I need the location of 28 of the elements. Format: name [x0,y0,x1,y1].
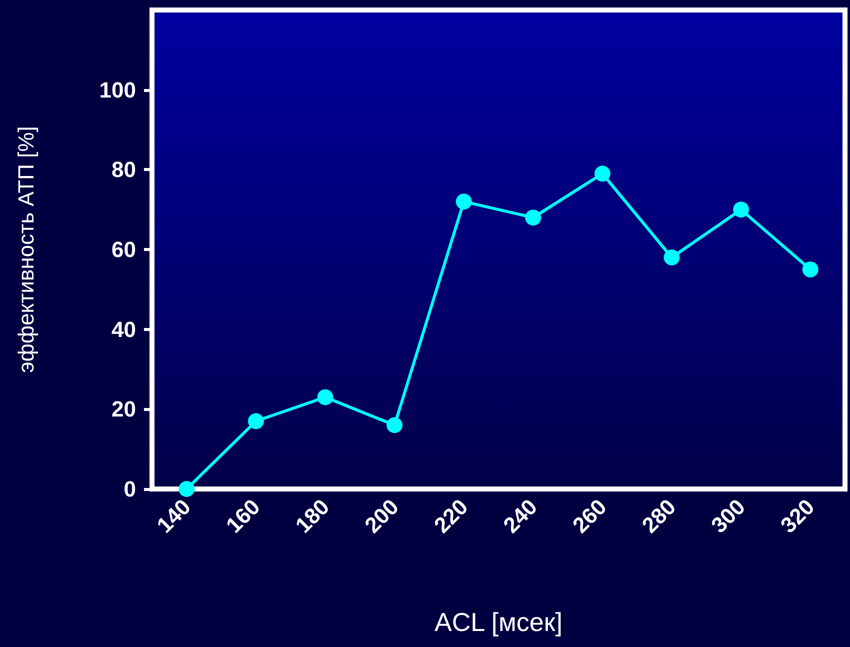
x-tick-label: 140 [152,494,196,538]
y-tick-label: 80 [112,157,136,182]
x-tick-label: 200 [360,494,404,538]
point [594,166,610,182]
point [664,249,680,266]
point [802,261,818,278]
x-tick-label: 160 [221,494,265,538]
point [317,389,334,406]
point [248,413,264,430]
y-tick-label: 100 [99,77,136,102]
x-tick-label: 240 [498,494,542,538]
point [525,210,542,226]
x-tick-label: 320 [776,494,820,538]
x-tick-label: 220 [429,494,473,538]
point [733,202,750,218]
x-tick-label: 280 [636,494,681,538]
x-axis-title: ACL [мсек] [434,607,562,637]
point [178,481,195,497]
y-tick-label: 0 [124,476,136,502]
y-tick-label: 20 [112,396,136,422]
y-tick-label: 40 [112,316,136,342]
x-tick-label: 300 [706,494,750,538]
y-axis-title: эффективность АТП [%] [14,126,38,373]
y-tick-label: 60 [112,237,136,262]
point [456,194,472,210]
x-tick-label: 180 [290,494,334,538]
point [386,417,403,434]
x-tick-label: 260 [568,494,612,538]
